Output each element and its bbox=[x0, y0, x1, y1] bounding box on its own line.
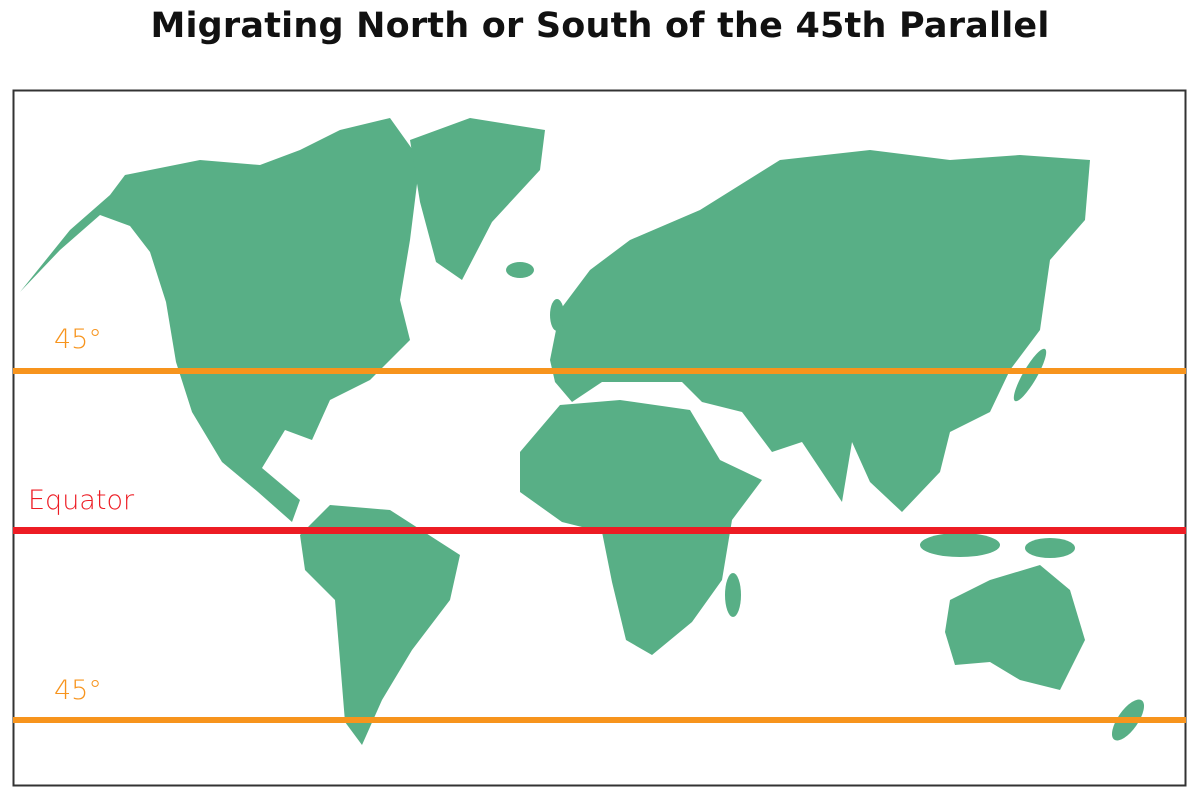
australia bbox=[945, 565, 1085, 690]
south-america bbox=[300, 505, 460, 745]
new-guinea bbox=[1025, 538, 1075, 558]
parallel-45-south-line bbox=[13, 717, 1186, 723]
great-britain bbox=[550, 299, 564, 331]
eurasia bbox=[550, 150, 1090, 512]
parallel-45-north-line bbox=[13, 368, 1186, 374]
equator-line bbox=[13, 527, 1186, 534]
parallel-45-north-label: 45° bbox=[54, 324, 102, 355]
iceland bbox=[506, 262, 534, 278]
madagascar bbox=[725, 573, 741, 617]
indonesia bbox=[920, 533, 1000, 557]
equator-label: Equator bbox=[28, 485, 135, 516]
greenland bbox=[410, 118, 545, 280]
parallel-45-south-label: 45° bbox=[54, 675, 102, 706]
map-title: Migrating North or South of the 45th Par… bbox=[150, 6, 1050, 46]
japan bbox=[1013, 348, 1047, 402]
north-america bbox=[20, 118, 420, 522]
